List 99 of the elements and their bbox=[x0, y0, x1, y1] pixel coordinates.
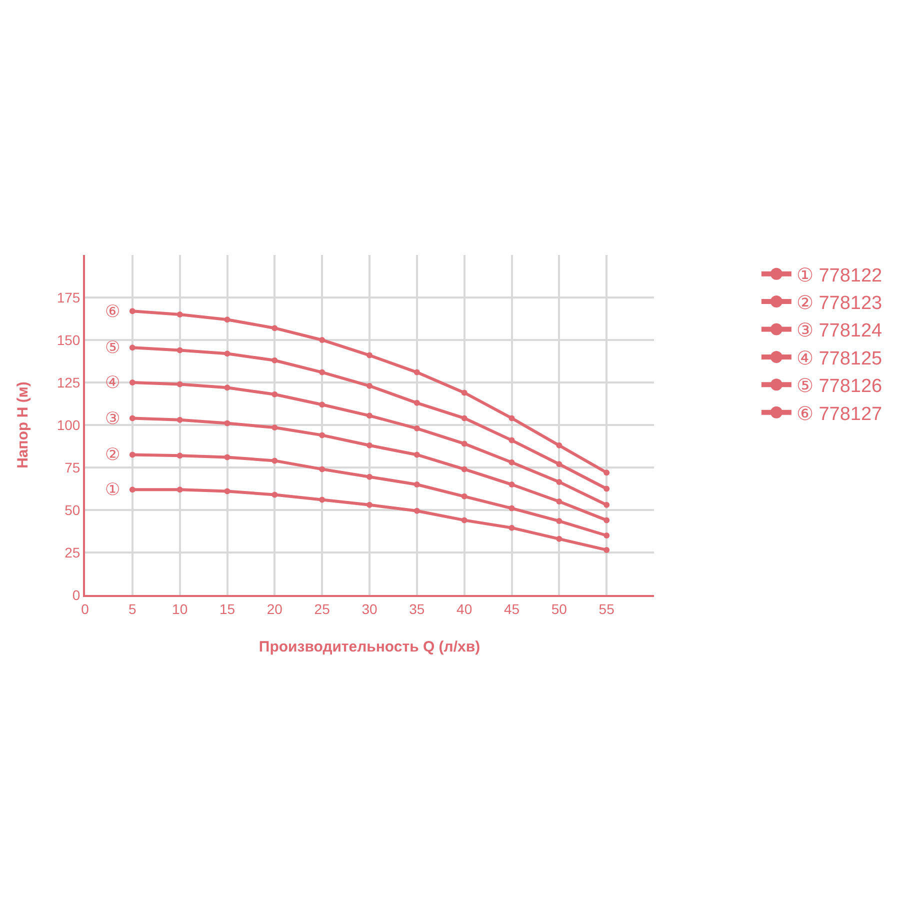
point bbox=[366, 502, 372, 508]
point bbox=[272, 492, 278, 498]
point bbox=[366, 442, 372, 448]
point bbox=[224, 350, 230, 357]
point bbox=[556, 461, 562, 468]
point bbox=[604, 546, 610, 553]
point bbox=[414, 508, 420, 514]
point bbox=[272, 357, 278, 364]
point bbox=[129, 308, 136, 314]
x-tick-label: 45 bbox=[504, 600, 520, 617]
point bbox=[366, 412, 372, 419]
point bbox=[461, 517, 468, 524]
point bbox=[508, 505, 515, 512]
point bbox=[604, 470, 610, 476]
legend-label: ① 778122 bbox=[796, 265, 882, 286]
point bbox=[224, 420, 230, 426]
x-tick-label: 40 bbox=[456, 600, 472, 617]
x-tick-label: 30 bbox=[362, 600, 378, 617]
point bbox=[604, 532, 610, 538]
point bbox=[414, 369, 420, 376]
y-tick-label: 50 bbox=[64, 502, 80, 518]
point bbox=[508, 415, 515, 422]
point bbox=[319, 337, 326, 343]
point bbox=[604, 502, 610, 508]
y-tick-label: 150 bbox=[56, 332, 80, 348]
x-tick-label: 50 bbox=[551, 600, 568, 617]
annotation: ⑤ bbox=[105, 338, 120, 357]
point bbox=[224, 488, 230, 494]
x-tick-label: 25 bbox=[314, 600, 330, 617]
y-axis-title: Напор H (м) bbox=[14, 382, 32, 468]
point bbox=[461, 390, 468, 396]
point bbox=[414, 452, 420, 458]
point bbox=[319, 369, 326, 376]
point bbox=[224, 454, 230, 460]
point bbox=[272, 391, 278, 398]
annotation: ④ bbox=[105, 373, 120, 392]
point bbox=[556, 478, 562, 485]
y-tick-label: 125 bbox=[56, 374, 80, 390]
x-axis-title: Производительность Q (л/хв) bbox=[258, 638, 480, 656]
point bbox=[129, 452, 136, 458]
legend-label: ③ 778124 bbox=[796, 320, 883, 342]
x-tick-label: 55 bbox=[598, 600, 615, 617]
x-tick-label: 20 bbox=[266, 600, 283, 617]
x-tick-label: 10 bbox=[172, 600, 188, 617]
point bbox=[272, 424, 278, 431]
point bbox=[129, 415, 136, 422]
legend-label: ⑤ 778126 bbox=[796, 376, 882, 398]
point bbox=[414, 482, 420, 488]
y-tick-label: 0 bbox=[72, 586, 80, 603]
x-tick-label: 15 bbox=[219, 600, 236, 617]
point bbox=[508, 482, 515, 488]
legend-label: ④ 778125 bbox=[796, 348, 882, 370]
point bbox=[556, 536, 562, 542]
annotation: ⑥ bbox=[105, 302, 120, 321]
point bbox=[414, 400, 420, 406]
legend-label: ⑥ 778127 bbox=[796, 404, 882, 425]
point bbox=[272, 325, 278, 332]
point bbox=[508, 524, 515, 531]
point bbox=[461, 493, 468, 500]
point bbox=[176, 312, 183, 318]
y-tick-label: 25 bbox=[64, 544, 80, 560]
point bbox=[224, 384, 230, 391]
point bbox=[556, 518, 562, 524]
point bbox=[319, 466, 326, 472]
annotation: ① bbox=[105, 480, 120, 499]
point bbox=[366, 474, 372, 480]
point bbox=[176, 347, 183, 354]
point bbox=[461, 466, 468, 472]
point bbox=[272, 458, 278, 464]
point bbox=[176, 486, 183, 493]
x-tick-label: 5 bbox=[128, 600, 137, 617]
annotation: ③ bbox=[105, 409, 120, 428]
point bbox=[414, 425, 420, 432]
point bbox=[556, 498, 562, 504]
point bbox=[319, 432, 326, 438]
point bbox=[224, 316, 230, 323]
point bbox=[129, 486, 136, 493]
point bbox=[508, 459, 515, 466]
y-tick-label: 175 bbox=[56, 289, 80, 306]
point bbox=[461, 440, 468, 447]
point bbox=[366, 352, 372, 358]
point bbox=[604, 517, 610, 524]
point bbox=[176, 416, 183, 423]
point bbox=[366, 382, 372, 389]
y-tick-label: 75 bbox=[64, 459, 80, 476]
y-tick-label: 100 bbox=[56, 416, 80, 433]
legend-label: ② 778123 bbox=[796, 292, 882, 314]
point bbox=[319, 402, 326, 408]
point bbox=[176, 452, 183, 459]
point bbox=[319, 496, 326, 503]
point bbox=[129, 344, 136, 351]
point bbox=[461, 415, 468, 422]
point bbox=[176, 381, 183, 388]
x-tick-label: 35 bbox=[409, 600, 425, 617]
point bbox=[604, 486, 610, 492]
annotation: ② bbox=[105, 445, 120, 464]
point bbox=[556, 442, 562, 448]
point bbox=[508, 437, 515, 444]
point bbox=[129, 380, 136, 386]
